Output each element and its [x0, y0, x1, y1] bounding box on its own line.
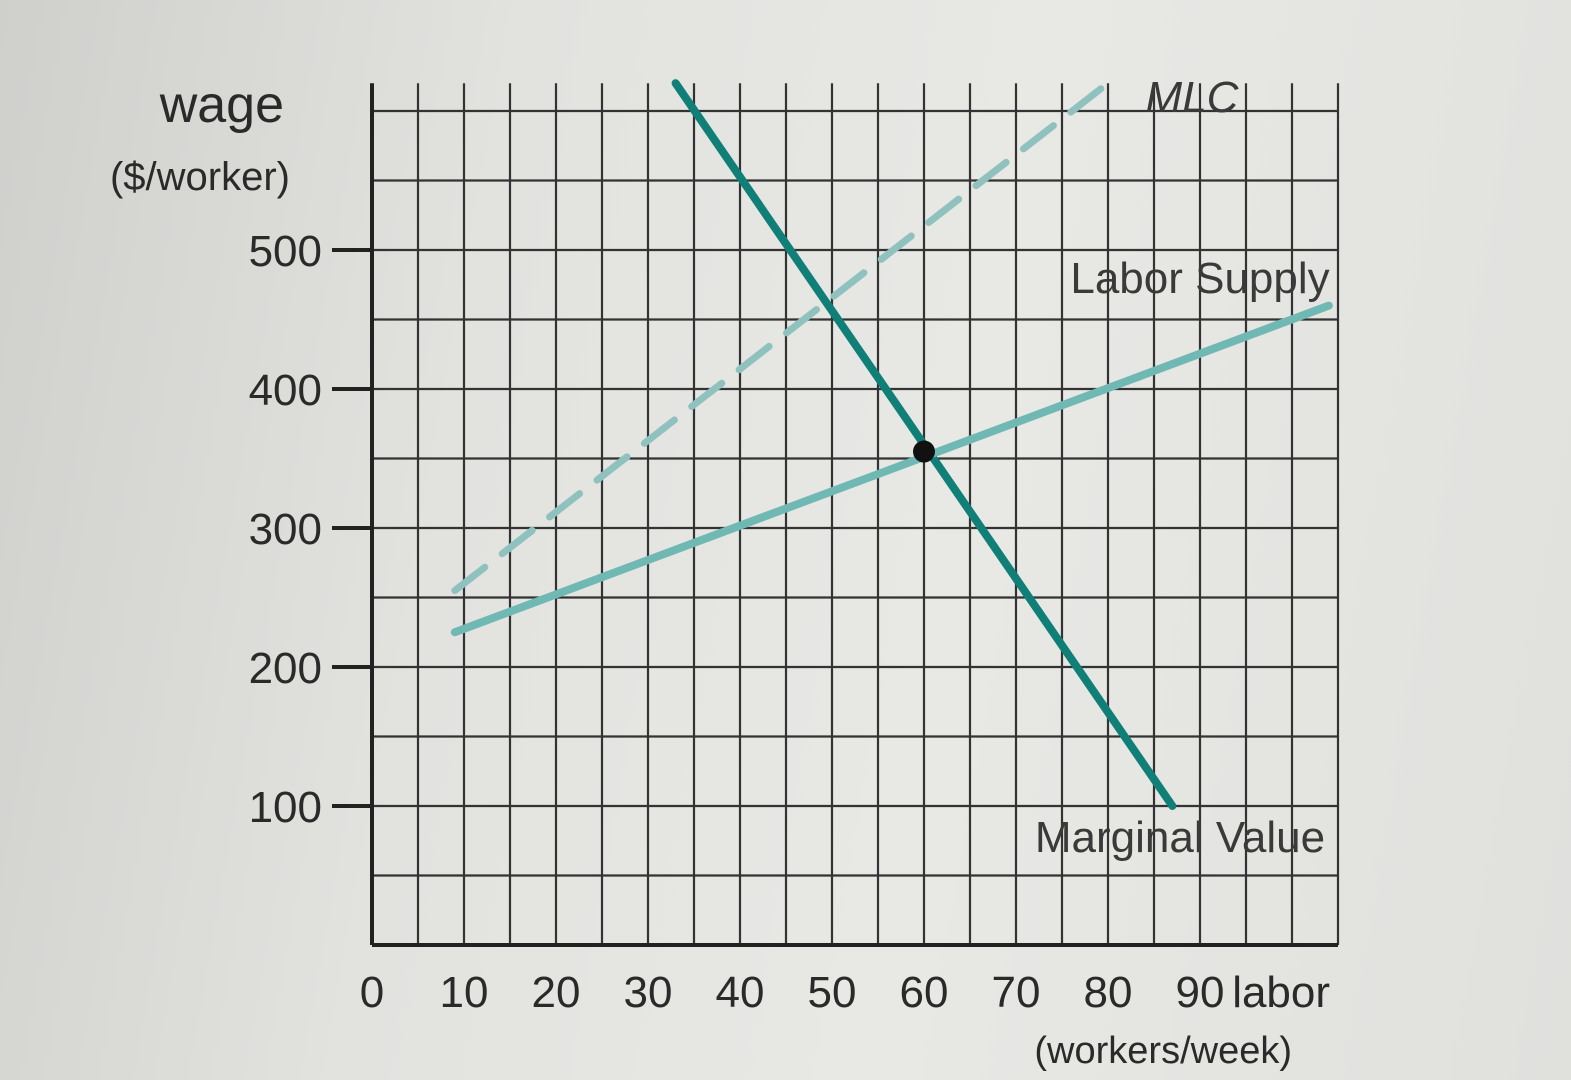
- x-tick-label: 50: [808, 968, 857, 1017]
- y-axis-unit: ($/worker): [110, 155, 290, 199]
- x-tick-label: 60: [900, 968, 949, 1017]
- y-axis-title: wage: [159, 76, 284, 134]
- labels: 100 200 300 400 500 0 10 20 30 40 50 60 70 80 90 wage ($…: [110, 73, 1330, 1072]
- mlc-label: MLC: [1146, 73, 1240, 122]
- x-tick-label: 10: [440, 968, 489, 1017]
- x-axis-unit: (workers/week): [1034, 1030, 1292, 1072]
- y-tick-label: 100: [249, 783, 322, 832]
- x-tick-label: 90: [1176, 968, 1225, 1017]
- x-tick-label: 0: [360, 968, 384, 1017]
- x-tick-label: 30: [624, 968, 673, 1017]
- axes: [332, 83, 1338, 947]
- marginal-value-label: Marginal Value: [1035, 813, 1325, 862]
- x-tick-label: 80: [1084, 968, 1133, 1017]
- y-tick-label: 300: [249, 505, 322, 554]
- y-tick-label: 400: [249, 366, 322, 415]
- mlc-line: [451, 79, 1112, 595]
- y-tick-label: 500: [249, 227, 322, 276]
- x-tick-label: 70: [992, 968, 1041, 1017]
- x-tick-label: 20: [532, 968, 581, 1017]
- equilibrium-point: [913, 440, 935, 463]
- labor-supply-line: [450, 301, 1333, 637]
- series: [450, 79, 1333, 810]
- x-axis-title: labor: [1232, 968, 1330, 1017]
- x-tick-label: 40: [716, 968, 765, 1017]
- labor-supply-label: Labor Supply: [1070, 254, 1329, 303]
- y-tick-label: 200: [249, 644, 322, 693]
